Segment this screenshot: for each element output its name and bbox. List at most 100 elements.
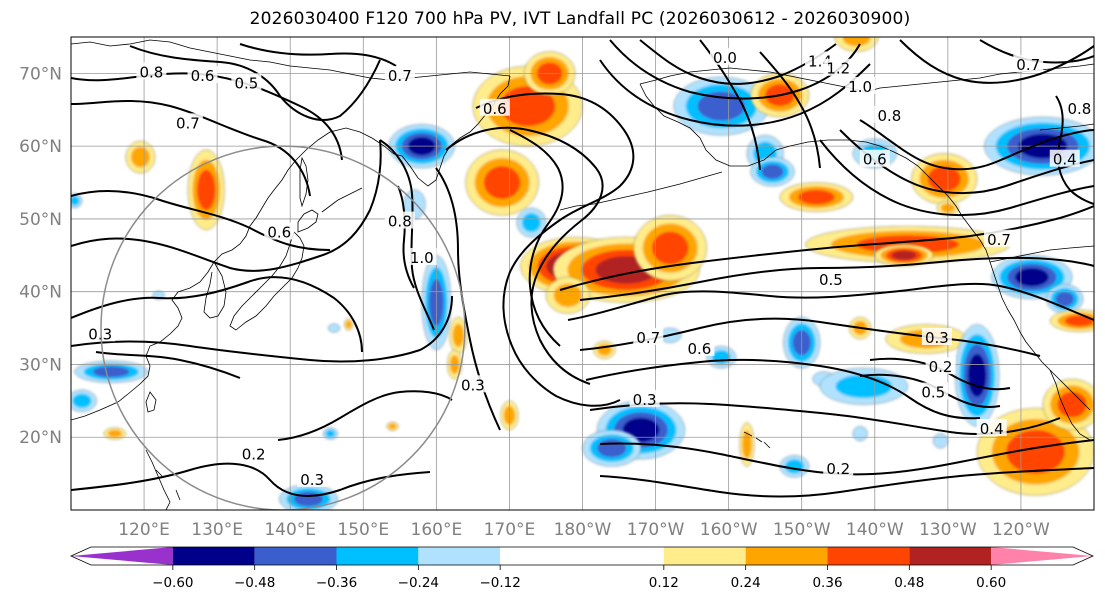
svg-text:0.3: 0.3 — [633, 391, 657, 409]
svg-text:1.0: 1.0 — [410, 249, 434, 267]
pv-anomaly-patch — [74, 360, 148, 383]
coastline-alaska — [639, 67, 867, 93]
svg-text:0.5: 0.5 — [921, 384, 945, 402]
pv-anomaly-patch — [103, 427, 127, 440]
svg-text:0.6: 0.6 — [191, 67, 215, 85]
contour-label: 1.0 — [845, 76, 876, 96]
colorbar-tick-label: 0.24 — [731, 575, 761, 591]
contour-line — [277, 390, 453, 441]
contour-label: 0.2 — [238, 444, 269, 463]
contour-label: 0.5 — [231, 73, 262, 92]
contour-label: 0.8 — [1064, 98, 1094, 118]
colorbar: −0.60 −0.48 −0.36 −0.24 −0.12 0.12 0.24 0.36 0.4… — [70, 546, 1094, 591]
contour-label: 0.5 — [918, 382, 949, 402]
pv-anomaly-patch — [750, 156, 795, 187]
coastline-japan — [229, 231, 305, 331]
coastline-taiwan-philippines — [145, 391, 181, 510]
colorbar-extend-max — [991, 547, 1093, 565]
contour-label: 0.7 — [172, 113, 203, 132]
colorbar-tick-label: −0.36 — [316, 575, 357, 591]
contour-label: 0.7 — [633, 327, 664, 347]
coastline-korea — [203, 261, 227, 319]
pv-anomaly-patch — [954, 324, 1000, 427]
colorbar-swatch — [745, 547, 828, 565]
pv-anomaly-patch — [328, 323, 341, 333]
longitude-labels: 120°E 130°E 140°E 150°E 160°E 170°E 180°W 170°W… — [118, 520, 1050, 540]
contour-label: 0.6 — [187, 66, 218, 85]
svg-text:0.7: 0.7 — [636, 329, 660, 347]
colorbar-extend-min — [71, 547, 173, 565]
coastline-gulf-alaska — [775, 139, 969, 225]
svg-text:0.6: 0.6 — [687, 340, 711, 358]
svg-text:0.3: 0.3 — [88, 325, 112, 343]
longitude-label: 120°E — [118, 520, 170, 540]
svg-text:0.7: 0.7 — [176, 114, 200, 132]
contour-line — [71, 190, 331, 251]
contour-label: 0.8 — [136, 62, 167, 81]
contour-line — [599, 467, 1094, 498]
contour-line — [95, 351, 241, 379]
pv-anomaly-patch — [344, 318, 354, 331]
pv-anomaly-patch — [819, 367, 908, 405]
contour-line — [759, 51, 821, 169]
coastline-sakhalin — [299, 156, 309, 208]
pv-anomaly-patch — [71, 193, 83, 209]
coastline-kurils — [321, 187, 363, 213]
pv-anomaly-patch — [593, 340, 616, 359]
contour-line — [579, 256, 1094, 301]
longitude-label: 150°W — [773, 520, 831, 540]
map-border — [70, 36, 1095, 511]
colorbar-tick-label: −0.48 — [234, 575, 275, 591]
pv-anomaly-patch — [187, 149, 225, 231]
contour-line — [71, 139, 382, 272]
colorbar-swatch — [336, 547, 419, 565]
contour-label: 0.4 — [1049, 149, 1080, 169]
pv-anomaly-patch — [386, 421, 399, 431]
colorbar-swatch — [663, 547, 746, 565]
contour-label: 0.6 — [479, 98, 510, 118]
longitude-label: 170°E — [484, 520, 536, 540]
contour-labels: 0.8 0.6 0.5 0.7 0.7 0.6 0.6 0.8 1.0 0.3 0.3 0.2 0.3 0… — [85, 47, 1094, 489]
longitude-label: 140°E — [264, 520, 316, 540]
pv-anomaly-patch — [516, 207, 547, 238]
contour-label: 0.4 — [976, 418, 1007, 438]
svg-text:0.4: 0.4 — [980, 420, 1004, 438]
colorbar-swatch — [500, 547, 664, 565]
svg-text:0.5: 0.5 — [234, 74, 258, 92]
contour-label: 0.2 — [823, 458, 854, 478]
svg-text:0.2: 0.2 — [929, 358, 953, 376]
contour-label: 0.0 — [709, 47, 740, 67]
colorbar-outline — [70, 546, 1094, 566]
longitude-label: 130°W — [919, 520, 977, 540]
svg-text:1.2: 1.2 — [826, 60, 850, 78]
svg-text:0.2: 0.2 — [826, 460, 850, 478]
contour-label: 0.6 — [859, 149, 890, 169]
latitude-label: 40°N — [19, 283, 62, 303]
pv-anomaly-patch — [388, 124, 455, 169]
svg-text:0.3: 0.3 — [925, 329, 949, 347]
contour-line — [445, 126, 604, 385]
colorbar-swatch — [172, 547, 255, 565]
svg-text:0.6: 0.6 — [267, 223, 291, 241]
latitude-label: 60°N — [19, 137, 62, 157]
colorbar-tick-label: 0.12 — [649, 575, 679, 591]
coastline-canada-north — [865, 63, 1094, 93]
colorbar-swatch — [418, 547, 501, 565]
contour-line — [239, 43, 397, 67]
contour-line — [599, 59, 871, 127]
contour-label: 0.3 — [85, 324, 116, 343]
colorbar-swatch — [254, 547, 337, 565]
svg-text:1.0: 1.0 — [848, 78, 872, 96]
svg-text:0.8: 0.8 — [877, 107, 901, 125]
longitude-label: 180°W — [554, 520, 612, 540]
contour-line — [475, 92, 635, 407]
coastline-hokkaido — [297, 209, 319, 233]
colorbar-tick-label: 0.48 — [894, 575, 924, 591]
contour-label: 0.6 — [264, 222, 295, 241]
pv-anomaly-patch — [322, 427, 338, 440]
svg-text:0.6: 0.6 — [483, 100, 507, 118]
pv-anomaly-patch — [779, 182, 854, 212]
colorbar-tick-label: 0.36 — [812, 575, 842, 591]
contour-label: 0.3 — [629, 389, 660, 409]
